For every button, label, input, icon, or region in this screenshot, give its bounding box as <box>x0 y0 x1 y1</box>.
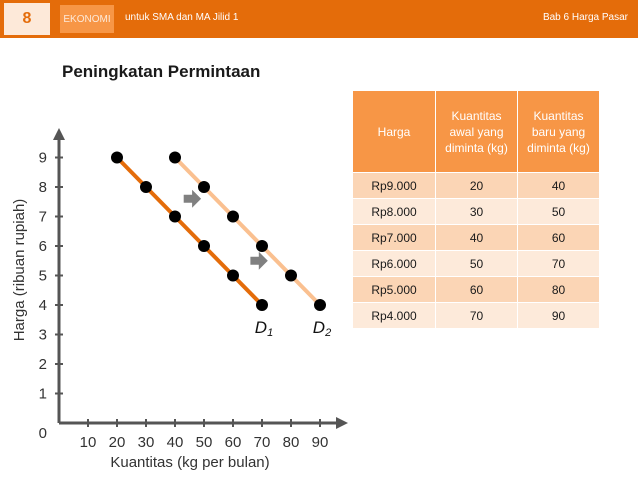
x-tick-label: 30 <box>138 434 155 451</box>
page-number: 8 <box>4 3 50 35</box>
data-point <box>198 181 210 193</box>
table-row: Rp6.000 50 70 <box>352 250 600 277</box>
x-tick-label: 20 <box>109 434 126 451</box>
cell-new-qty: 80 <box>517 276 600 303</box>
x-tick-label: 40 <box>167 434 184 451</box>
cell-initial-qty: 50 <box>435 250 518 277</box>
data-point <box>198 240 210 252</box>
cell-price: Rp9.000 <box>352 172 436 199</box>
cell-initial-qty: 20 <box>435 172 518 199</box>
cell-initial-qty: 40 <box>435 224 518 251</box>
data-point <box>169 151 181 164</box>
table-row: Rp8.000 30 50 <box>352 198 600 225</box>
y-tick-label: 9 <box>39 150 47 167</box>
y-tick-label: 2 <box>39 356 47 373</box>
x-axis-arrow <box>336 417 348 429</box>
cell-new-qty: 90 <box>517 302 600 329</box>
header-initial-qty: Kuantitas awal yang diminta (kg) <box>435 90 518 173</box>
x-tick-label: 70 <box>254 434 271 451</box>
x-tick-label: 90 <box>312 434 329 451</box>
shift-arrow <box>183 189 202 208</box>
series-line-d1 <box>115 156 264 307</box>
cell-price: Rp4.000 <box>352 302 436 329</box>
data-point <box>256 299 268 311</box>
header-price: Harga <box>352 90 436 173</box>
cell-price: Rp6.000 <box>352 250 436 277</box>
series-line-d2 <box>173 156 322 307</box>
cell-price: Rp5.000 <box>352 276 436 303</box>
data-point <box>111 151 123 164</box>
data-point <box>169 210 181 223</box>
origin-label: 0 <box>39 425 47 442</box>
cell-new-qty: 60 <box>517 224 600 251</box>
x-axis-title: Kuantitas (kg per bulan) <box>110 454 269 471</box>
shift-arrow <box>250 251 268 270</box>
data-point <box>227 210 239 223</box>
header-new-qty: Kuantitas baru yang diminta (kg) <box>517 90 600 173</box>
y-tick-label: 7 <box>39 209 47 226</box>
y-tick-label: 6 <box>39 238 47 255</box>
x-tick-label: 50 <box>196 434 213 451</box>
table-header-row: Harga Kuantitas awal yang diminta (kg) K… <box>352 90 600 173</box>
y-tick-label: 8 <box>39 179 47 196</box>
y-axis-arrow <box>53 128 65 140</box>
y-tick-label: 3 <box>39 327 47 344</box>
cell-initial-qty: 30 <box>435 198 518 225</box>
subject-tab: EKONOMI <box>60 5 114 33</box>
y-tick-label: 1 <box>39 386 47 403</box>
y-tick-label: 5 <box>39 268 47 285</box>
y-axis-title: Harga (ribuan rupiah) <box>11 199 28 342</box>
cell-price: Rp7.000 <box>352 224 436 251</box>
table-row: Rp4.000 70 90 <box>352 302 600 329</box>
data-point <box>256 240 268 252</box>
cell-price: Rp8.000 <box>352 198 436 225</box>
table-row: Rp7.000 40 60 <box>352 224 600 251</box>
data-point <box>140 181 152 193</box>
header-bar: 8 EKONOMI untuk SMA dan MA Jilid 1 Bab 6… <box>0 0 638 38</box>
table-row: Rp5.000 60 80 <box>352 276 600 303</box>
table-row: Rp9.000 20 40 <box>352 172 600 199</box>
data-point <box>314 299 326 311</box>
cell-initial-qty: 60 <box>435 276 518 303</box>
y-tick-label: 4 <box>39 297 47 314</box>
cell-initial-qty: 70 <box>435 302 518 329</box>
cell-new-qty: 50 <box>517 198 600 225</box>
cell-new-qty: 70 <box>517 250 600 277</box>
series-label: D2 <box>313 318 331 339</box>
chapter-title: Bab 6 Harga Pasar <box>542 12 628 23</box>
data-point <box>227 269 239 282</box>
x-tick-label: 60 <box>225 434 242 451</box>
data-point <box>285 269 297 282</box>
cell-new-qty: 40 <box>517 172 600 199</box>
x-tick-label: 10 <box>80 434 97 451</box>
series-label: D1 <box>255 318 273 339</box>
demand-table: Harga Kuantitas awal yang diminta (kg) K… <box>352 90 600 329</box>
slide-title: Peningkatan Permintaan <box>62 62 261 81</box>
book-title: untuk SMA dan MA Jilid 1 <box>125 12 239 23</box>
x-tick-label: 80 <box>283 434 300 451</box>
